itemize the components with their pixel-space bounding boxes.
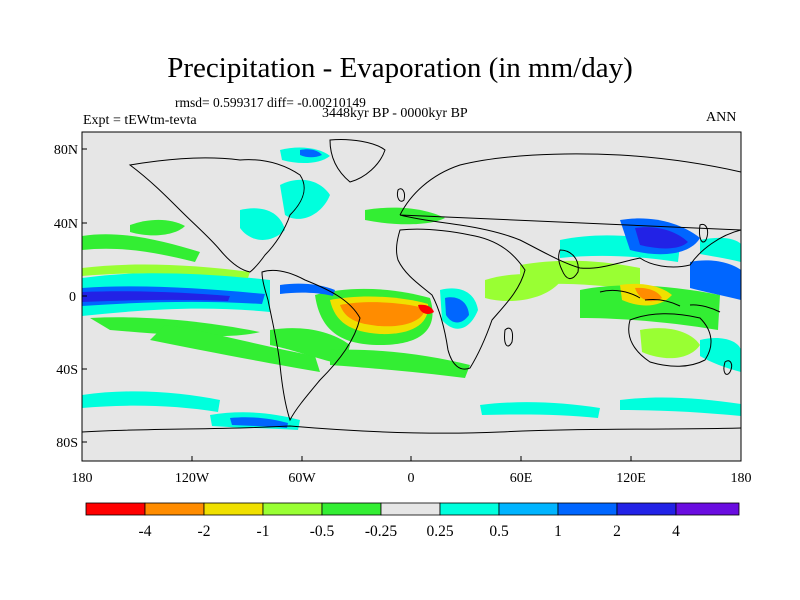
aus-green [640, 328, 700, 359]
stats-text: rmsd= 0.599317 diff= -0.00210149 [175, 95, 366, 110]
itcz-pacific-darkblue [82, 291, 230, 302]
cb-swatch [675, 502, 740, 516]
so-cyan-4 [620, 397, 741, 416]
xtick-label: 180 [72, 471, 93, 486]
cb-swatch [85, 502, 146, 516]
cb-swatch [262, 502, 323, 516]
cb-label: -2 [198, 523, 211, 540]
coast-australia [628, 313, 712, 367]
cb-label: 0.5 [489, 523, 509, 540]
wpac-blue [690, 260, 741, 300]
coastlines [82, 139, 741, 434]
npac-green-bands [82, 234, 200, 262]
coast-new-zealand [723, 360, 733, 375]
xtick-label: 120W [175, 471, 210, 486]
spac-green-2 [150, 325, 320, 372]
cb-swatch [616, 502, 677, 516]
nam-cyan [240, 208, 285, 240]
indian-green [520, 260, 640, 290]
coast-north-america [128, 157, 305, 273]
so-cyan-1 [82, 391, 220, 412]
coast-greenland [329, 139, 386, 183]
cb-label: 4 [672, 523, 680, 540]
chart-title: Precipitation - Evaporation (in mm/day) [167, 52, 633, 84]
season-label: ANN [706, 110, 737, 125]
xtick-label: 60E [510, 471, 533, 486]
coast-japan [699, 223, 709, 243]
coast-uk [397, 188, 405, 202]
africa-blue [445, 297, 469, 323]
coast-eurasia [399, 153, 741, 269]
xtick-label: 0 [408, 471, 415, 486]
coast-africa [396, 228, 526, 370]
cb-swatch [439, 502, 500, 516]
so-cyan-3 [480, 402, 600, 418]
amazon-red [418, 304, 434, 314]
ytick-label: 0 [69, 290, 76, 305]
coast-madagascar [504, 327, 513, 347]
cb-label: -4 [139, 523, 152, 540]
ytick-label: 80S [56, 436, 78, 451]
npac-green-3 [82, 264, 250, 278]
coast-antarctica [82, 425, 741, 434]
ytick-label: 40S [56, 363, 78, 378]
coast-indonesia [599, 289, 721, 313]
coast-south-america [261, 269, 361, 422]
natl-cyan [280, 179, 330, 219]
cb-swatch [498, 502, 559, 516]
colorbar: -4 -2 -1 -0.5 -0.25 0.25 0.5 1 2 4 [85, 502, 740, 540]
arctic-blue [300, 149, 322, 158]
satl-green [330, 349, 470, 378]
so-blue [230, 417, 288, 428]
maritime-orange [635, 287, 662, 302]
cb-label: -0.5 [310, 523, 335, 540]
xtick-label: 60W [288, 471, 316, 486]
cb-swatch [144, 502, 205, 516]
xtick-label: 120E [616, 471, 646, 486]
ytick-label: 40N [54, 217, 78, 232]
maritime-green [580, 285, 720, 330]
xtick-label: 180 [731, 471, 752, 486]
experiment-label: Expt = tEWtm-tevta [83, 113, 197, 128]
coast-india [558, 249, 579, 279]
field-shading [82, 147, 741, 430]
cb-label: -0.25 [365, 523, 398, 540]
cb-label: -1 [257, 523, 270, 540]
seasia-darkblue [635, 227, 688, 249]
cb-label: 1 [554, 523, 562, 540]
cb-label: 2 [613, 523, 621, 540]
period-label: 3448kyr BP - 0000kyr BP [322, 106, 468, 121]
x-tick-labels: 180 120W 60W 0 60E 120E 180 [72, 471, 752, 486]
cb-swatch [321, 502, 382, 516]
npac-green-2 [130, 219, 185, 236]
cb-label: 0.25 [426, 523, 453, 540]
axis-ticks [81, 148, 742, 461]
cb-swatch [557, 502, 618, 516]
ytick-label: 80N [54, 143, 78, 158]
y-tick-labels: 80N 40N 0 40S 80S [54, 143, 78, 451]
cb-swatch [203, 502, 264, 516]
cb-swatch [380, 502, 441, 516]
amazon-orange [340, 302, 425, 327]
